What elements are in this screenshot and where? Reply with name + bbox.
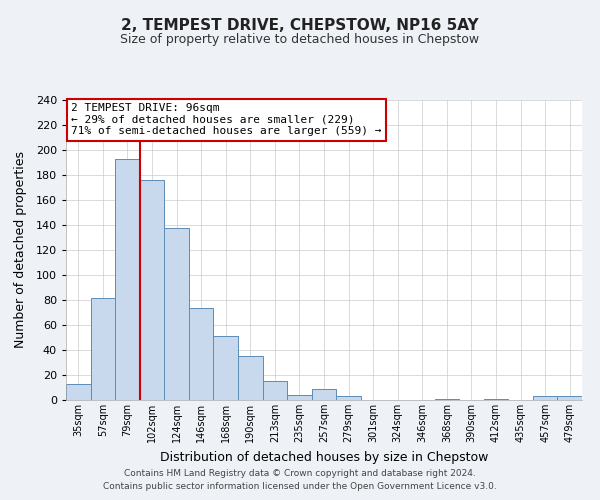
Bar (557, 396, 582, 400)
Bar (164, 228, 189, 400)
Bar (484, 399, 508, 400)
Bar (533, 396, 557, 400)
Text: Contains public sector information licensed under the Open Government Licence v3: Contains public sector information licen… (103, 482, 497, 491)
Bar (91, 298, 115, 400)
Text: Contains HM Land Registry data © Crown copyright and database right 2024.: Contains HM Land Registry data © Crown c… (124, 468, 476, 477)
Bar (312, 389, 336, 400)
Bar (115, 159, 140, 400)
Bar (189, 308, 214, 400)
Text: 2 TEMPEST DRIVE: 96sqm
← 29% of detached houses are smaller (229)
71% of semi-de: 2 TEMPEST DRIVE: 96sqm ← 29% of detached… (71, 103, 382, 136)
X-axis label: Distribution of detached houses by size in Chepstow: Distribution of detached houses by size … (160, 450, 488, 464)
Bar (263, 381, 287, 400)
Bar (140, 180, 164, 400)
Bar (336, 396, 361, 400)
Bar (66, 384, 91, 400)
Bar (287, 395, 312, 400)
Y-axis label: Number of detached properties: Number of detached properties (14, 152, 28, 348)
Bar (238, 356, 263, 400)
Bar (434, 399, 459, 400)
Text: Size of property relative to detached houses in Chepstow: Size of property relative to detached ho… (121, 32, 479, 46)
Bar (214, 336, 238, 400)
Text: 2, TEMPEST DRIVE, CHEPSTOW, NP16 5AY: 2, TEMPEST DRIVE, CHEPSTOW, NP16 5AY (121, 18, 479, 32)
